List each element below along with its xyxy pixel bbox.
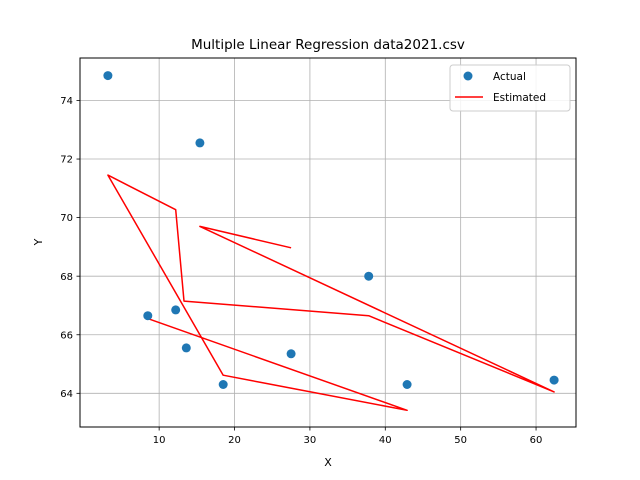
legend-box <box>449 64 571 112</box>
actual-point <box>286 349 296 359</box>
x-tick-label: 20 <box>228 435 241 446</box>
actual-point <box>402 380 412 389</box>
actual-point <box>218 380 228 389</box>
ticks: 10 20 30 40 50 60 64 66 68 70 72 74 <box>60 96 542 446</box>
estimated-line <box>107 174 555 412</box>
x-axis-label: X <box>324 456 332 469</box>
actual-point <box>171 305 181 315</box>
y-tick-label: 68 <box>60 272 73 283</box>
plot-frame <box>79 57 577 428</box>
y-tick-label: 66 <box>60 330 73 341</box>
chart-title: Multiple Linear Regression data2021.csv <box>191 37 465 53</box>
x-tick-label: 10 <box>153 435 166 446</box>
y-axis-label: Y <box>32 238 45 246</box>
actual-layer <box>103 71 559 389</box>
x-tick-label: 60 <box>530 435 543 446</box>
x-tick-label: 50 <box>454 435 467 446</box>
y-tick-label: 64 <box>60 389 73 400</box>
legend-estimated-label: Estimated <box>493 92 546 104</box>
legend-actual-marker <box>463 71 473 81</box>
actual-point <box>549 375 559 385</box>
legend-actual-label: Actual <box>493 71 526 83</box>
y-tick-label: 72 <box>60 155 73 166</box>
actual-point <box>195 138 205 148</box>
actual-point <box>181 343 191 353</box>
legend: Actual Estimated <box>449 64 571 112</box>
y-tick-label: 70 <box>60 213 73 224</box>
x-tick-label: 40 <box>379 435 392 446</box>
actual-point <box>103 71 113 81</box>
y-tick-label: 74 <box>60 96 73 107</box>
x-tick-label: 30 <box>304 435 317 446</box>
estimated-layer <box>107 174 555 412</box>
actual-point <box>364 271 374 281</box>
actual-point <box>143 311 153 321</box>
